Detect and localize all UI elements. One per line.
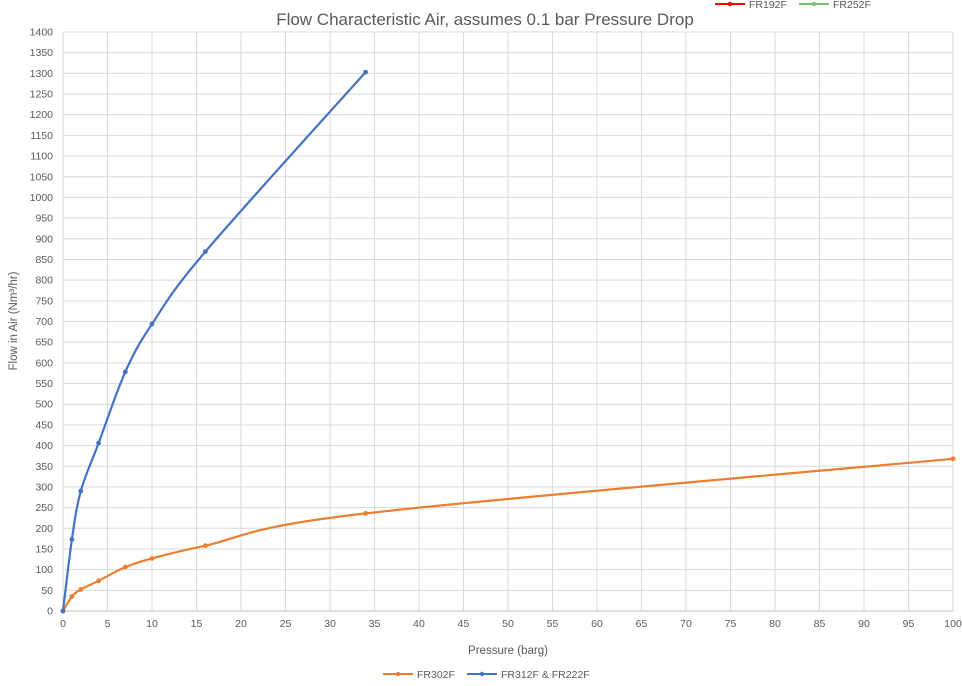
y-axis-title: Flow in Air (Nm³/hr) [8,271,20,370]
data-point [203,249,208,255]
chart-series [60,69,956,614]
y-tick-label: 300 [35,481,53,493]
y-tick-label: 1300 [30,68,54,80]
data-point [203,543,208,549]
x-tick-label: 40 [413,618,425,630]
y-tick-label: 1400 [30,27,54,39]
x-tick-label: 90 [858,618,870,630]
series-fr302f [60,456,956,614]
y-tick-label: 700 [35,316,53,328]
y-tick-label: 1050 [30,171,54,183]
y-tick-label: 350 [35,461,53,473]
series-line [61,457,955,613]
y-tick-label: 1350 [30,47,54,59]
y-tick-label: 850 [35,254,53,266]
legend-marker [479,671,485,677]
x-tick-label: 20 [235,618,247,630]
data-point [96,578,101,584]
legend-label: FR312F & FR222F [501,669,590,681]
y-tick-label: 200 [35,523,53,535]
legend-item: FR302F [383,669,455,681]
y-tick-label: 550 [35,378,53,390]
x-tick-label: 65 [636,618,648,630]
data-point [363,69,368,75]
x-tick-label: 25 [280,618,292,630]
x-tick-label: 5 [105,618,111,630]
y-tick-label: 1100 [30,151,53,163]
x-tick-label: 35 [369,618,381,630]
series-fr312f-fr222f [60,69,368,614]
data-point [122,369,128,375]
legend-top-item: FR252F [799,0,871,11]
data-point [69,537,75,542]
y-tick-label: 800 [35,275,53,287]
x-axis-tick-labels: 0 5 10 15 20 25 30 35 40 45 50 55 60 65 70 75 80 85 90 95 10… [60,618,962,630]
data-point [78,587,84,592]
legend-label: FR252F [833,0,871,11]
y-tick-label: 250 [35,502,53,514]
legend-label: FR302F [417,669,455,681]
y-tick-label: 50 [41,585,53,597]
data-point [950,456,956,462]
x-tick-label: 60 [591,618,603,630]
legend-bottom: FR302F FR312F & FR222F [383,669,590,681]
x-tick-label: 15 [191,618,203,630]
y-tick-label: 1200 [30,109,54,121]
chart-axes [62,32,953,612]
x-tick-label: 100 [944,618,962,630]
x-tick-label: 50 [502,618,514,630]
y-tick-label: 1150 [30,130,53,142]
x-tick-label: 55 [547,618,559,630]
y-tick-label: 450 [35,419,53,431]
y-tick-label: 750 [35,295,53,307]
data-point [149,321,155,327]
data-point [60,608,66,614]
y-tick-label: 950 [35,213,53,225]
y-axis-tick-labels: 0 50 100 150 200 250 300 350 400 450 500 550 600 650 7… [30,27,54,618]
legend-marker [727,1,733,7]
data-point [96,440,101,446]
y-tick-label: 650 [35,337,53,349]
data-point [149,556,155,561]
data-point [69,594,75,599]
x-tick-label: 70 [680,618,692,630]
y-tick-label: 600 [35,357,53,369]
y-tick-label: 1250 [30,89,54,101]
legend-top: FR192F FR252F [715,0,871,11]
data-point [122,564,128,570]
y-tick-label: 500 [35,399,53,411]
y-tick-label: 100 [35,564,53,576]
x-tick-label: 80 [769,618,781,630]
x-tick-label: 85 [814,618,826,630]
x-tick-label: 0 [60,618,66,630]
x-tick-label: 45 [458,618,470,630]
data-point [78,488,84,494]
x-tick-label: 10 [146,618,158,630]
x-tick-label: 95 [903,618,915,630]
legend-label: FR192F [749,0,787,11]
x-tick-label: 30 [324,618,336,630]
y-tick-label: 1000 [30,192,54,204]
data-point [363,510,368,516]
y-tick-label: 400 [35,440,53,452]
y-tick-label: 150 [35,543,53,555]
x-tick-label: 75 [725,618,737,630]
y-tick-label: 900 [35,233,53,245]
y-tick-label: 0 [47,606,53,618]
legend-item: FR312F & FR222F [467,669,590,681]
legend-top-item: FR192F [715,0,787,11]
chart-gridlines [62,31,954,612]
legend-marker [395,671,401,677]
legend-marker [811,1,817,7]
chart-title: Flow Characteristic Air, assumes 0.1 bar… [276,10,694,29]
series-line [61,71,367,613]
x-axis-title: Pressure (barg) [468,645,548,657]
